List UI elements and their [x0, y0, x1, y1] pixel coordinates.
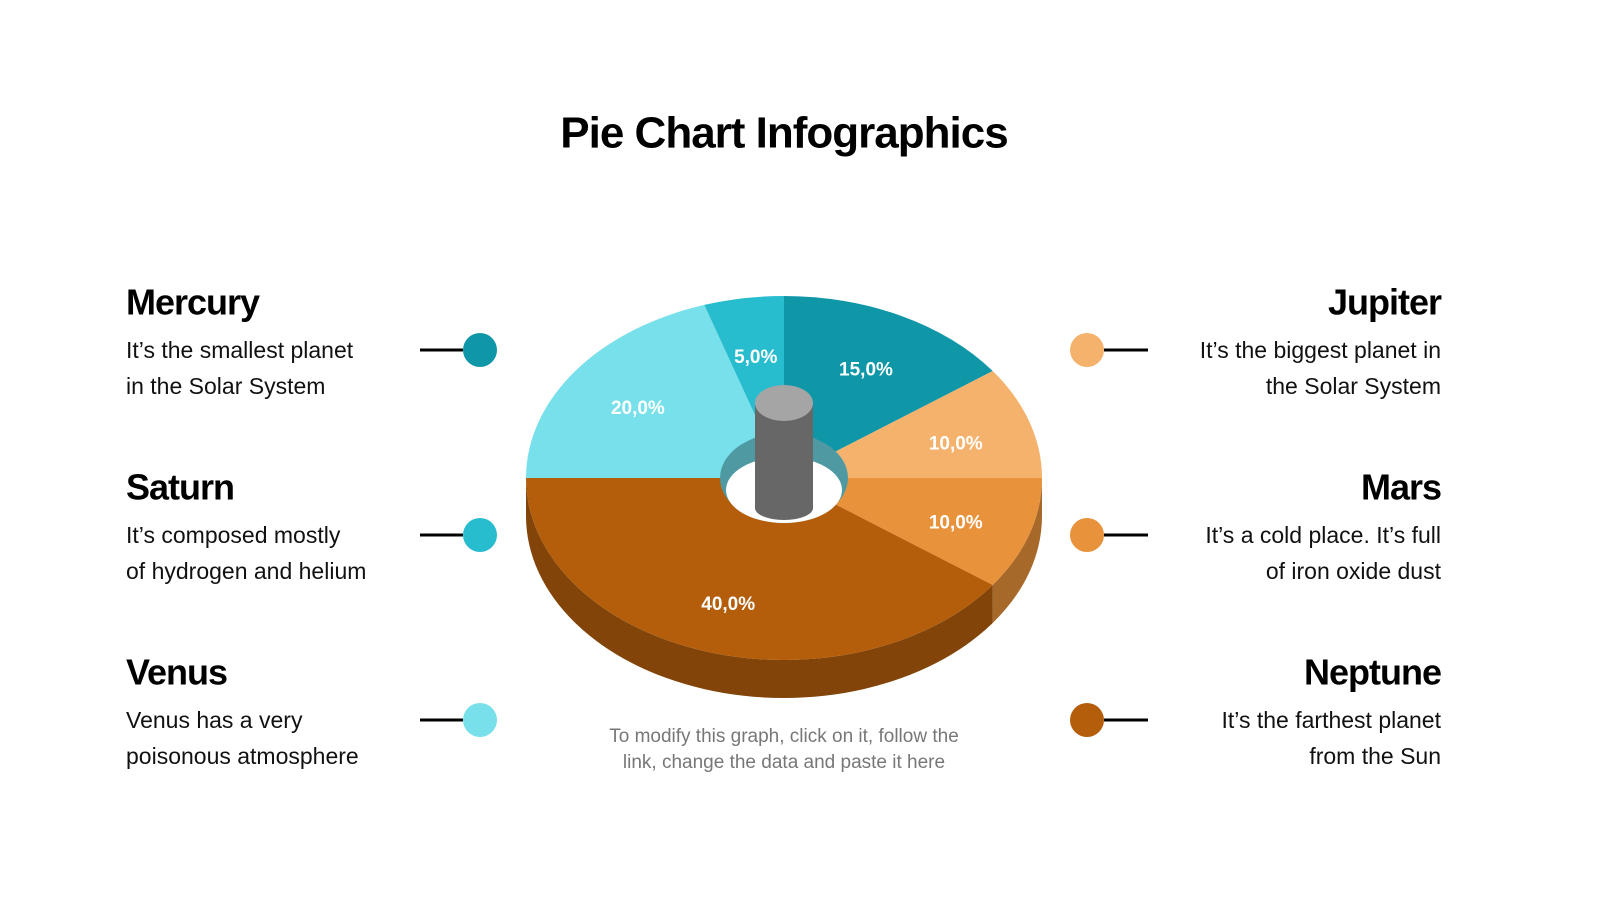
- cylinder-top: [755, 385, 813, 421]
- cylinder-bottom: [755, 496, 813, 520]
- legend-name: Mercury: [126, 282, 260, 323]
- legend-description: in the Solar System: [126, 373, 325, 399]
- value-label: 40,0%: [701, 594, 755, 615]
- legend-description: of hydrogen and helium: [126, 558, 366, 584]
- slice: [526, 478, 993, 660]
- legend-description: from the Sun: [1309, 743, 1441, 769]
- value-label: 20,0%: [611, 398, 665, 419]
- legend-description: the Solar System: [1266, 373, 1441, 399]
- note: link, change the data and paste it here: [623, 752, 945, 773]
- legend-description: poisonous atmosphere: [126, 743, 359, 769]
- legend-dot: [1070, 703, 1104, 737]
- legend-description: It’s the smallest planet: [126, 337, 354, 363]
- legend-name: Neptune: [1304, 652, 1441, 693]
- legend-name: Saturn: [126, 467, 234, 508]
- chart-title: Pie Chart Infographics: [560, 109, 1007, 158]
- slice: [526, 304, 784, 478]
- legend-dot: [1070, 333, 1104, 367]
- value-label: 5,0%: [734, 347, 777, 368]
- legend-description: It’s a cold place. It’s full: [1205, 522, 1441, 548]
- legend-dot: [463, 703, 497, 737]
- legend-description: It’s composed mostly: [126, 522, 341, 548]
- slice-side: [526, 478, 993, 699]
- legend-dot: [463, 333, 497, 367]
- value-label: 15,0%: [839, 360, 893, 381]
- legend-description: Venus has a very: [126, 707, 303, 733]
- slice-side: [992, 478, 1042, 623]
- legend-description: It’s the farthest planet: [1222, 707, 1442, 733]
- slice: [784, 371, 1042, 478]
- note: To modify this graph, click on it, follo…: [609, 726, 959, 747]
- legend-name: Mars: [1361, 467, 1441, 508]
- legend-description: It’s the biggest planet in: [1200, 337, 1441, 363]
- slice: [784, 296, 993, 478]
- legend-description: of iron oxide dust: [1266, 558, 1442, 584]
- legend-dot: [463, 518, 497, 552]
- legend-dot: [1070, 518, 1104, 552]
- slice: [784, 478, 1042, 585]
- legend-name: Jupiter: [1328, 282, 1442, 323]
- legend-name: Venus: [126, 652, 227, 693]
- value-label: 10,0%: [929, 512, 983, 533]
- value-label: 10,0%: [929, 434, 983, 455]
